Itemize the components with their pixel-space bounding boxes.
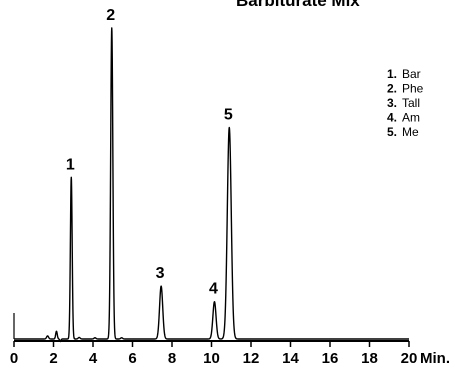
legend: 1. Bar 2. Phe 3. Tall 4. Am 5. Me: [387, 67, 424, 139]
legend-entry-number: 4.: [387, 111, 397, 125]
peak-label: 1: [66, 156, 75, 173]
legend-entry-number: 3.: [387, 96, 397, 110]
legend-entry-name: Am: [402, 111, 420, 125]
peak-label: 2: [106, 7, 115, 24]
x-axis-label: Min.: [420, 350, 450, 367]
x-tick-label: 10: [203, 350, 220, 367]
x-tick-label: 16: [322, 350, 339, 367]
chart-title: Barbiturate Mix: [236, 0, 360, 10]
legend-entry-number: 5.: [387, 125, 397, 139]
legend-entry-number: 1.: [387, 67, 397, 81]
x-tick-label: 2: [49, 350, 57, 367]
trace: [13, 27, 410, 343]
peak-label: 5: [224, 107, 233, 124]
x-tick-label: 14: [282, 350, 299, 367]
x-tick-label: 4: [89, 350, 98, 367]
chromatogram-trace: [13, 27, 410, 343]
x-axis: 0 2 4 6 8 10 12 14 16 18 20 Min.: [10, 340, 450, 367]
peak-label: 3: [156, 265, 165, 282]
legend-entry-name: Bar: [402, 67, 421, 81]
x-tick-label: 6: [128, 350, 136, 367]
legend-entry-name: Tall: [402, 96, 420, 110]
x-tick-label: 0: [10, 350, 18, 367]
legend-entry-number: 2.: [387, 82, 397, 96]
x-tick-label: 18: [361, 350, 378, 367]
peak-labels: 1 2 3 4 5: [66, 7, 233, 298]
peak-label: 4: [209, 281, 218, 298]
legend-entry-name: Me: [402, 125, 419, 139]
x-tick-label: 12: [243, 350, 260, 367]
x-tick-label: 8: [168, 350, 176, 367]
x-tick-label: 20: [401, 350, 418, 367]
legend-entry-name: Phe: [402, 82, 424, 96]
